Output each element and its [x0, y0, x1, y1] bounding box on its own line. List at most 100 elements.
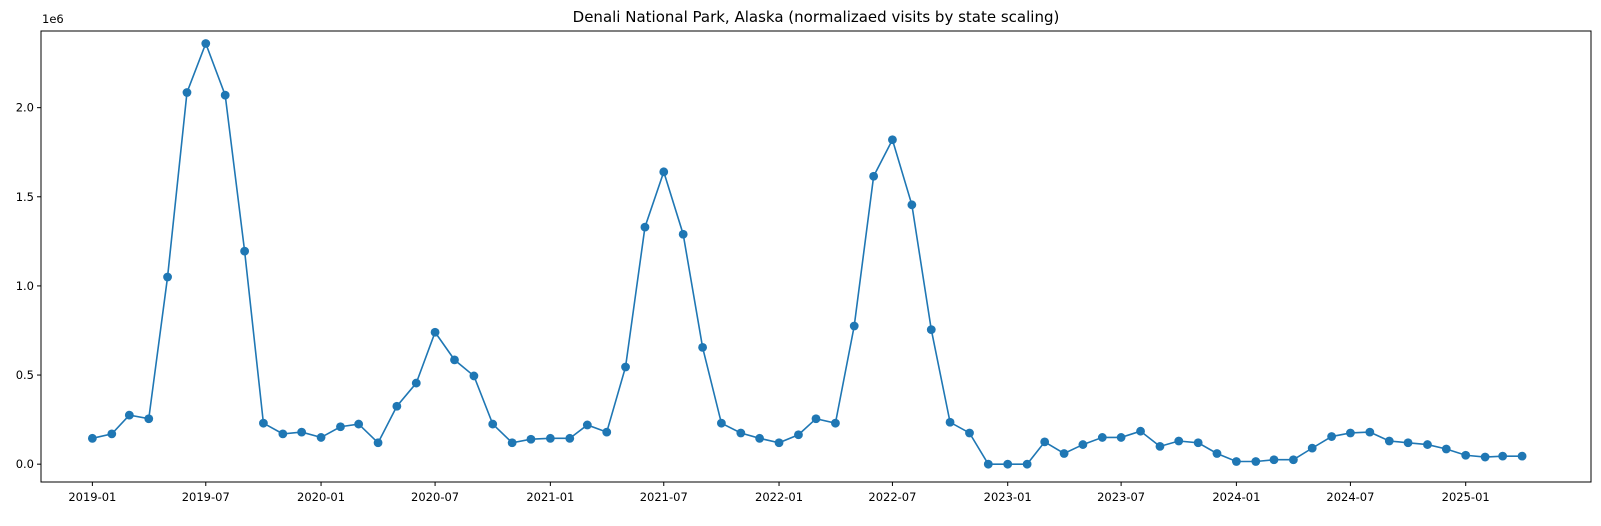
- data-point: [1346, 428, 1355, 438]
- data-point: [1423, 440, 1432, 449]
- data-point: [907, 200, 917, 210]
- y-tick-label: 1.0: [16, 279, 34, 293]
- data-point: [1097, 433, 1107, 442]
- data-point: [965, 428, 974, 438]
- data-point: [1461, 450, 1471, 460]
- y-tick-label: 0.0: [16, 457, 34, 471]
- data-point: [1136, 426, 1145, 436]
- data-point: [107, 429, 117, 439]
- data-point: [945, 417, 955, 427]
- data-point: [755, 433, 765, 443]
- data-point: [411, 378, 421, 388]
- data-point: [1327, 432, 1337, 441]
- data-point: [717, 418, 726, 428]
- data-point: [565, 433, 575, 443]
- data-point: [602, 427, 612, 437]
- x-tick-label: 2024-01: [1212, 490, 1260, 504]
- data-point: [259, 418, 268, 428]
- chart-title: Denali National Park, Alaska (normalizae…: [573, 8, 1060, 26]
- data-point: [144, 414, 154, 424]
- x-tick-label: 2019-01: [68, 490, 116, 504]
- series-line: [92, 41, 1523, 465]
- data-point: [1193, 438, 1203, 448]
- data-point: [1155, 441, 1165, 451]
- data-point: [220, 90, 230, 100]
- data-point: [1307, 443, 1317, 453]
- data-point: [983, 459, 993, 469]
- data-point: [1498, 451, 1508, 461]
- data-point: [794, 430, 803, 440]
- data-point: [774, 438, 784, 448]
- data-point: [659, 167, 669, 177]
- data-point: [469, 371, 479, 381]
- data-point: [545, 433, 555, 443]
- data-point: [1022, 459, 1032, 469]
- data-point: [736, 428, 746, 438]
- x-tick-label: 2020-01: [297, 490, 345, 504]
- y-axis-offset-label: 1e6: [42, 12, 64, 26]
- data-point: [888, 135, 897, 145]
- data-point: [1059, 449, 1069, 458]
- data-point: [1003, 459, 1013, 469]
- data-point: [354, 419, 364, 429]
- data-point: [182, 88, 192, 97]
- data-point: [849, 321, 859, 331]
- data-point: [1403, 438, 1413, 448]
- x-tick-label: 2023-01: [984, 490, 1032, 504]
- data-point: [1174, 436, 1184, 446]
- plot-area-frame: [40, 30, 1592, 483]
- data-point: [124, 410, 134, 420]
- data-point: [640, 222, 650, 232]
- data-point: [926, 325, 936, 334]
- data-point: [392, 401, 402, 411]
- data-point: [621, 362, 630, 372]
- data-point: [240, 246, 250, 256]
- data-point: [1441, 444, 1451, 454]
- series-layer: [87, 39, 1527, 469]
- data-point: [869, 171, 879, 181]
- data-point: [698, 343, 707, 352]
- data-point: [316, 433, 326, 442]
- x-tick-label: 2022-01: [755, 490, 803, 504]
- data-point: [678, 229, 688, 239]
- data-point: [488, 419, 498, 429]
- data-point: [1269, 455, 1279, 465]
- data-point: [450, 355, 459, 365]
- x-tick-label: 2025-01: [1442, 490, 1490, 504]
- data-point: [507, 438, 517, 448]
- data-point: [1365, 427, 1375, 437]
- x-axis: 2019-01 2019-07 2020-01 2020-07 2021-01 2021-…: [68, 482, 1490, 504]
- data-point: [278, 429, 288, 439]
- data-point: [430, 327, 440, 337]
- x-tick-label: 2019-07: [182, 490, 230, 504]
- data-point: [1231, 457, 1241, 466]
- x-tick-label: 2022-07: [868, 490, 916, 504]
- data-point: [811, 414, 821, 424]
- x-tick-label: 2024-07: [1326, 490, 1374, 504]
- data-point: [1116, 433, 1126, 442]
- x-tick-label: 2021-01: [526, 490, 574, 504]
- x-tick-label: 2023-07: [1097, 490, 1145, 504]
- data-point: [582, 420, 592, 430]
- data-point: [1212, 449, 1222, 458]
- data-point: [526, 434, 536, 444]
- x-tick-label: 2020-07: [411, 490, 459, 504]
- y-tick-label: 2.0: [16, 101, 34, 115]
- data-point: [1517, 451, 1527, 461]
- data-point: [373, 438, 383, 448]
- data-point: [1384, 436, 1394, 446]
- data-point: [1251, 457, 1261, 466]
- data-point: [1480, 452, 1490, 462]
- data-point: [831, 418, 840, 428]
- y-axis: 0.0 0.5 1.0 1.5 2.0: [16, 101, 41, 471]
- data-point: [87, 433, 97, 443]
- data-point: [1078, 440, 1088, 449]
- data-point: [336, 422, 345, 432]
- data-point: [163, 272, 172, 282]
- data-point: [297, 427, 307, 437]
- y-tick-label: 0.5: [16, 368, 34, 382]
- y-tick-label: 1.5: [16, 190, 34, 204]
- data-point: [201, 39, 211, 48]
- data-point: [1040, 437, 1050, 447]
